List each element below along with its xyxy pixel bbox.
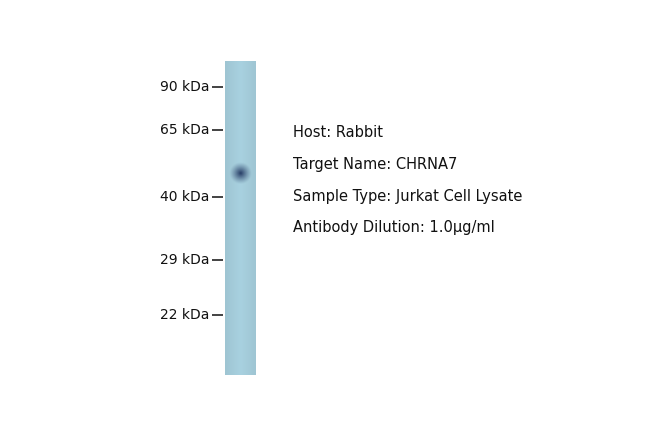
Text: 40 kDa: 40 kDa <box>161 190 210 204</box>
Text: 65 kDa: 65 kDa <box>160 123 210 137</box>
Text: 29 kDa: 29 kDa <box>160 253 210 267</box>
Text: Host: Rabbit: Host: Rabbit <box>292 125 383 140</box>
Text: Antibody Dilution: 1.0µg/ml: Antibody Dilution: 1.0µg/ml <box>292 220 495 235</box>
Text: 22 kDa: 22 kDa <box>161 308 210 322</box>
Text: Sample Type: Jurkat Cell Lysate: Sample Type: Jurkat Cell Lysate <box>292 189 522 204</box>
Text: 90 kDa: 90 kDa <box>160 80 210 94</box>
Text: Target Name: CHRNA7: Target Name: CHRNA7 <box>292 157 457 172</box>
